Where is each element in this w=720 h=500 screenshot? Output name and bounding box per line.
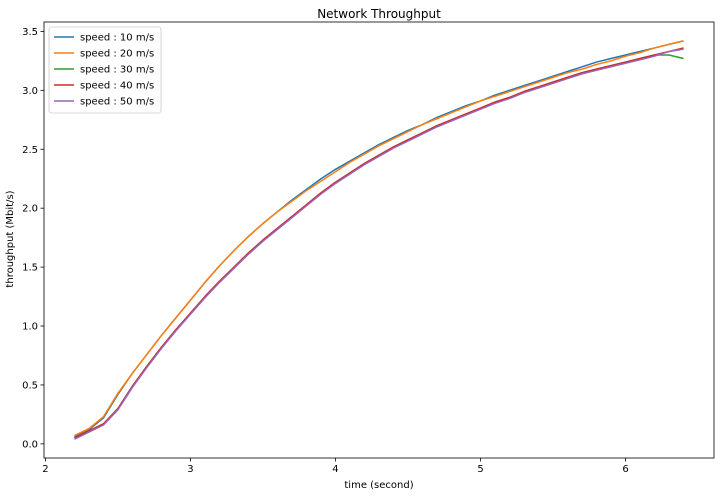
- series-line-5: [74, 48, 684, 440]
- series-line-4: [74, 47, 684, 439]
- legend-entry: speed : 50 m/s: [80, 97, 154, 108]
- series-line-3: [74, 54, 684, 439]
- y-tick-label: 3.5: [22, 27, 38, 38]
- x-tick-label: 3: [187, 464, 193, 475]
- y-tick-label: 0.5: [22, 380, 38, 391]
- x-tick-label: 2: [42, 464, 48, 475]
- x-tick-label: 5: [477, 464, 483, 475]
- chart-title: Network Throughput: [317, 7, 441, 21]
- legend-entry: speed : 10 m/s: [80, 33, 154, 44]
- series-line-2: [74, 40, 684, 437]
- x-axis-ticks: 2 3 4 5 6: [42, 458, 629, 475]
- legend-entry: speed : 20 m/s: [80, 49, 154, 60]
- legend-entry: speed : 40 m/s: [80, 81, 154, 92]
- legend-box: [48, 26, 162, 114]
- series-line-1: [74, 40, 684, 438]
- y-axis-label: throughput (Mbit/s): [5, 190, 16, 287]
- y-tick-label: 2.5: [22, 145, 38, 156]
- x-tick-label: 6: [622, 464, 628, 475]
- y-axis-ticks: 0.0 0.5 1.0 1.5 2.0 2.5 3.0 3.5: [22, 27, 44, 450]
- y-tick-label: 0.0: [22, 439, 38, 450]
- y-tick-label: 3.0: [22, 86, 38, 97]
- plot-frame: [43, 21, 715, 459]
- x-tick-label: 4: [332, 464, 338, 475]
- legend-entry: speed : 30 m/s: [80, 65, 154, 76]
- y-tick-label: 1.0: [22, 322, 38, 333]
- legend: speed : 10 m/s speed : 20 m/s speed : 30 m…: [48, 26, 162, 114]
- y-tick-label: 2.0: [22, 204, 38, 215]
- y-tick-label: 1.5: [22, 263, 38, 274]
- x-axis-label: time (second): [344, 480, 413, 491]
- series-lines: [74, 40, 684, 440]
